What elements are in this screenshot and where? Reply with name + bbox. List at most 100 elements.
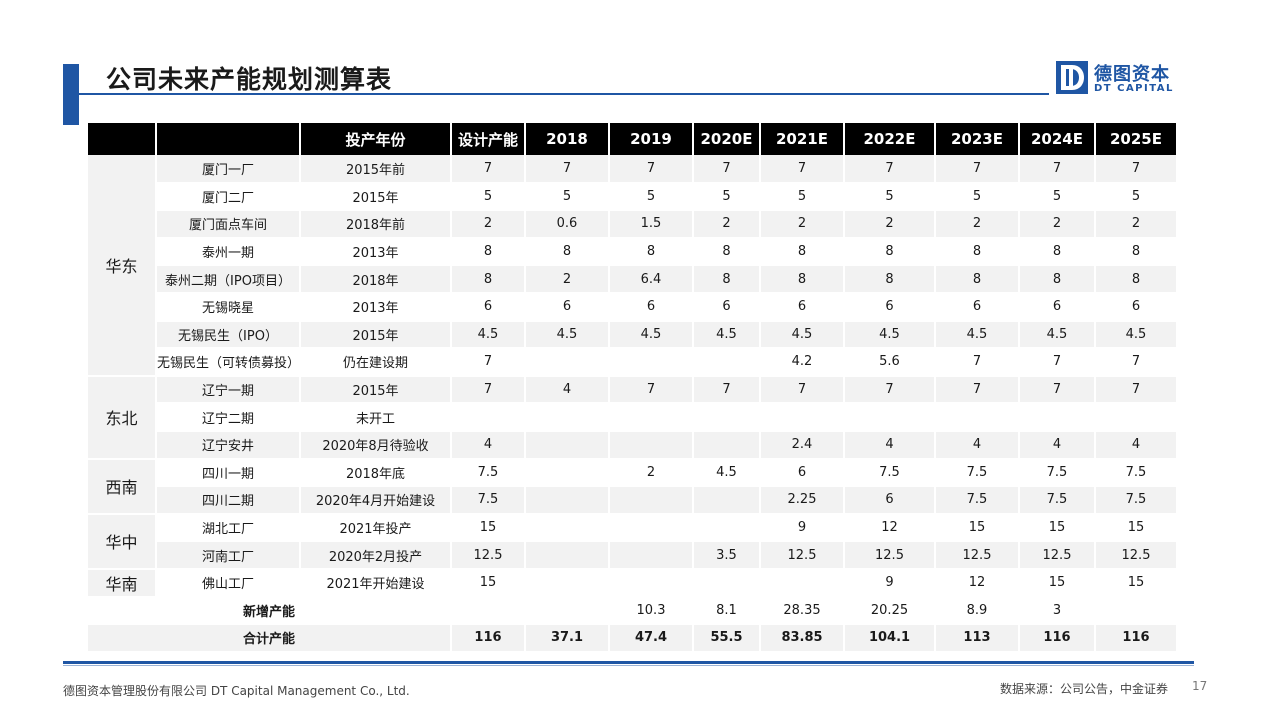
year-cell: 2021年开始建设: [300, 568, 452, 598]
value-cell: 4.5: [525, 320, 610, 350]
value-cell: 7: [693, 155, 761, 184]
table-row: 辽宁安井 2020年8月待验收 4 2.4 4 4 4 4: [88, 430, 1176, 460]
table-row: 华南 佛山工厂 2021年开始建设 15 9 12 15 15: [88, 568, 1176, 598]
value-cell: 7.5: [451, 486, 526, 515]
value-cell: 5: [760, 182, 845, 212]
plant-cell: 四川一期: [156, 458, 301, 488]
value-cell: 8: [844, 265, 936, 294]
value-cell: 6: [693, 292, 761, 322]
value-cell: [609, 541, 694, 570]
value-cell: 2: [1019, 210, 1096, 239]
year-cell: 2020年2月投产: [300, 541, 452, 570]
column-header: 2018: [525, 123, 610, 155]
value-cell: 7.5: [935, 458, 1020, 488]
value-cell: 7: [1095, 375, 1176, 405]
value-cell: 12.5: [451, 541, 526, 570]
value-cell: 4.5: [1019, 320, 1096, 350]
page-number: 17: [1192, 679, 1208, 693]
value-cell: 7: [760, 155, 845, 184]
value-cell: [525, 486, 610, 515]
value-cell: 20.25: [844, 596, 936, 626]
table-row: 泰州一期 2013年 8 8 8 8 8 8 8 8 8: [88, 237, 1176, 267]
value-cell: [693, 403, 761, 432]
value-cell: 47.4: [609, 624, 694, 653]
table-row: 四川二期 2020年4月开始建设 7.5 2.25 6 7.5 7.5 7.5: [88, 486, 1176, 515]
region-cell: 华东: [88, 155, 157, 377]
value-cell: 104.1: [844, 624, 936, 653]
footer-company: 德图资本管理股份有限公司 DT Capital Management Co., …: [63, 684, 410, 698]
value-cell: 4.5: [693, 320, 761, 350]
value-cell: 5: [1019, 182, 1096, 212]
value-cell: [525, 513, 610, 543]
column-header: [156, 123, 301, 155]
value-cell: 8: [693, 237, 761, 267]
plant-cell: 厦门面点车间: [156, 210, 301, 239]
value-cell: 4.5: [451, 320, 526, 350]
value-cell: 8: [844, 237, 936, 267]
value-cell: 7: [1095, 348, 1176, 377]
value-cell: 116: [1019, 624, 1096, 653]
plant-cell: 泰州一期: [156, 237, 301, 267]
region-cell: 西南: [88, 458, 157, 515]
value-cell: 7: [935, 348, 1020, 377]
value-cell: [609, 430, 694, 460]
value-cell: 113: [935, 624, 1020, 653]
value-cell: 8: [609, 237, 694, 267]
value-cell: 4: [935, 430, 1020, 460]
value-cell: [693, 430, 761, 460]
value-cell: 7.5: [1019, 458, 1096, 488]
summary-row: 新增产能 10.3 8.1 28.35 20.25 8.9 3: [88, 596, 1176, 626]
capacity-table: 投产年份 设计产能 2018 2019 2020E 2021E 2022E 20…: [88, 123, 1176, 653]
value-cell: 7: [693, 375, 761, 405]
value-cell: 7.5: [1095, 458, 1176, 488]
value-cell: [525, 403, 610, 432]
value-cell: 4.5: [1095, 320, 1176, 350]
value-cell: 5: [693, 182, 761, 212]
value-cell: 12.5: [935, 541, 1020, 570]
value-cell: 6: [760, 458, 845, 488]
logo-english-text: DT CAPITAL: [1094, 83, 1174, 94]
value-cell: 116: [1095, 624, 1176, 653]
value-cell: [609, 486, 694, 515]
value-cell: [525, 458, 610, 488]
value-cell: 7: [1019, 375, 1096, 405]
value-cell: 1.5: [609, 210, 694, 239]
value-cell: 7: [1019, 348, 1096, 377]
column-header: 2025E: [1095, 123, 1176, 155]
value-cell: 2.4: [760, 430, 845, 460]
value-cell: 7.5: [1095, 486, 1176, 515]
plant-cell: 无锡民生（IPO）: [156, 320, 301, 350]
value-cell: 8: [693, 265, 761, 294]
value-cell: [935, 403, 1020, 432]
value-cell: 15: [1095, 513, 1176, 543]
value-cell: 6: [844, 486, 936, 515]
dt-capital-logo-icon: [1056, 61, 1088, 94]
value-cell: 7.5: [844, 458, 936, 488]
company-logo: 德图资本 DT CAPITAL: [1056, 61, 1181, 97]
value-cell: 7: [760, 375, 845, 405]
value-cell: 6: [1019, 292, 1096, 322]
value-cell: 4: [1019, 430, 1096, 460]
value-cell: 7: [935, 375, 1020, 405]
value-cell: 7: [451, 375, 526, 405]
value-cell: 2: [451, 210, 526, 239]
value-cell: 7: [1095, 155, 1176, 184]
value-cell: [525, 596, 610, 626]
year-cell: 2018年: [300, 265, 452, 294]
value-cell: [525, 430, 610, 460]
year-cell: 2018年底: [300, 458, 452, 488]
plant-cell: 无锡民生（可转债募投）: [156, 348, 301, 377]
value-cell: 7: [844, 155, 936, 184]
value-cell: [609, 348, 694, 377]
value-cell: 8: [525, 237, 610, 267]
plant-cell: 辽宁二期: [156, 403, 301, 432]
footer-rule-thin: [63, 665, 1194, 666]
value-cell: 116: [451, 624, 526, 653]
value-cell: 12.5: [1095, 541, 1176, 570]
value-cell: [609, 513, 694, 543]
value-cell: [525, 348, 610, 377]
value-cell: 2: [693, 210, 761, 239]
value-cell: 7: [609, 375, 694, 405]
value-cell: 2: [1095, 210, 1176, 239]
value-cell: [844, 403, 936, 432]
